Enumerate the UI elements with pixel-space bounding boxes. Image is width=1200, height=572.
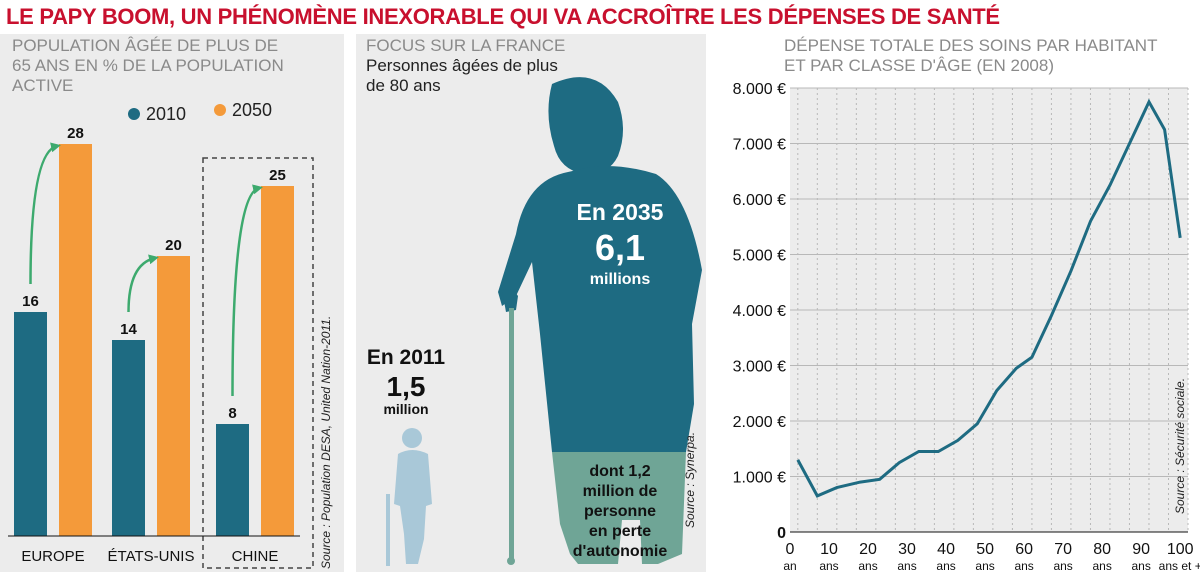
bar-value-label: 20 <box>165 237 182 254</box>
category-label: ÉTATS-UNIS <box>108 548 195 565</box>
category-label: CHINE <box>232 548 279 565</box>
unit-2035: millions <box>590 271 651 288</box>
panel2-title: FOCUS SUR LA FRANCE <box>366 36 566 55</box>
dependency-line: d'autonomie <box>573 543 668 560</box>
line-chart: 0 1.000 € 2.000 € 3.000 € 4.000 € 5.000 € 6.00… <box>733 81 1200 572</box>
panel-health-spending: DÉPENSE TOTALE DES SOINS PAR HABITANT ET… <box>712 34 1200 572</box>
label-2035: En 2035 <box>577 199 664 225</box>
bar-2050 <box>157 256 190 536</box>
growth-arrow-icon <box>29 142 61 285</box>
x-tick-unit-label: ans et + <box>1159 559 1200 572</box>
x-tick-label: 40 <box>937 541 955 558</box>
x-tick-label: 100 <box>1167 541 1194 558</box>
bar-2010 <box>14 312 47 536</box>
panel3-title-line: ET PAR CLASSE D'ÂGE (EN 2008) <box>784 56 1054 75</box>
panel3-title: DÉPENSE TOTALE DES SOINS PAR HABITANT ET… <box>784 36 1157 76</box>
y-tick-label: 0 <box>777 525 786 542</box>
dependency-line: million de <box>583 483 658 500</box>
dependency-line: personne <box>584 503 656 520</box>
panel2-subtitle-line: Personnes âgées de plus <box>366 56 558 75</box>
y-tick-label: 4.000 € <box>733 303 786 320</box>
headline: LE PAPY BOOM, UN PHÉNOMÈNE INEXORABLE QU… <box>6 4 1000 29</box>
x-tick-label: 0 <box>786 541 795 558</box>
dependency-line: dont 1,2 <box>589 463 650 480</box>
panel2-source: Source : Synerpa. <box>683 432 697 528</box>
panel1-title-line: POPULATION ÂGÉE DE PLUS DE <box>12 36 279 55</box>
panel1-source: Source : Population DESA, United Nation-… <box>319 316 333 569</box>
x-tick-label: 20 <box>859 541 877 558</box>
x-tick-unit-label: an <box>783 559 796 572</box>
x-tick-unit-label: ans <box>1131 559 1150 572</box>
chine-highlight-box <box>202 157 314 569</box>
panel2-subtitle-line: de 80 ans <box>366 76 441 95</box>
bar-value-label: 14 <box>120 321 137 338</box>
panel3-source: Source : Sécurité sociale. <box>1173 378 1187 514</box>
panel-population-ratio: POPULATION ÂGÉE DE PLUS DE 65 ANS EN % D… <box>0 34 344 572</box>
x-tick-label: 70 <box>1054 541 1072 558</box>
small-elderly-figure <box>386 428 432 566</box>
bar-value-label: 16 <box>22 293 39 310</box>
cane-icon <box>502 288 518 565</box>
dependency-line: en perte <box>589 523 651 540</box>
panel3-title-line: DÉPENSE TOTALE DES SOINS PAR HABITANT <box>784 36 1158 55</box>
growth-arrow-icon <box>231 184 263 397</box>
x-tick-label: 30 <box>898 541 916 558</box>
bar-value-label: 8 <box>228 405 236 422</box>
series-line <box>796 98 1182 498</box>
y-tick-label: 5.000 € <box>733 248 786 265</box>
bar-2010 <box>112 340 145 536</box>
unit-2011: million <box>383 401 428 417</box>
x-tick-label: 50 <box>976 541 994 558</box>
x-tick-label: 80 <box>1093 541 1111 558</box>
x-tick-label: 90 <box>1132 541 1150 558</box>
category-label: EUROPE <box>21 548 84 565</box>
legend-label-2010: 2010 <box>146 104 186 124</box>
x-tick-unit-label: ans <box>897 559 916 572</box>
bar-value-label: 25 <box>269 167 286 184</box>
y-tick-label: 8.000 € <box>733 81 786 98</box>
panel-france-focus: FOCUS SUR LA FRANCE Personnes âgées de p… <box>356 34 706 572</box>
x-tick-unit-label: ans <box>1014 559 1033 572</box>
dependency-legs-highlight <box>552 452 686 564</box>
bar-value-label: 28 <box>67 125 84 142</box>
legend-swatch-2010 <box>128 108 140 120</box>
y-tick-label: 3.000 € <box>733 359 786 376</box>
large-elderly-figure <box>498 77 702 452</box>
panel1-title-line: ACTIVE <box>12 76 74 95</box>
x-tick-unit-label: ans <box>819 559 838 572</box>
x-tick-unit-label: ans <box>975 559 994 572</box>
x-tick-label: 60 <box>1015 541 1033 558</box>
panel1-title: POPULATION ÂGÉE DE PLUS DE 65 ANS EN % D… <box>12 36 284 96</box>
y-tick-label: 1.000 € <box>733 470 786 487</box>
value-2011: 1,5 <box>387 371 426 402</box>
bar-2050 <box>59 144 92 536</box>
x-tick-unit-label: ans <box>858 559 877 572</box>
y-tick-label: 6.000 € <box>733 192 786 209</box>
value-2035: 6,1 <box>595 227 645 268</box>
x-tick-unit-label: ans <box>1053 559 1072 572</box>
panel2-subtitle: Personnes âgées de plus de 80 ans <box>366 56 558 96</box>
legend-swatch-2050 <box>214 104 226 116</box>
label-2011: En 2011 <box>367 346 446 369</box>
bar-chart: 2010 2050 16 28 EUROPE 14 20 ÉTATS-UNIS 8 25 CHI… <box>8 100 333 569</box>
x-tick-unit-label: ans <box>936 559 955 572</box>
y-tick-label: 2.000 € <box>733 414 786 431</box>
bar-2050 <box>261 186 294 536</box>
x-tick-label: 10 <box>820 541 838 558</box>
y-tick-label: 7.000 € <box>733 137 786 154</box>
bar-2010 <box>216 424 249 536</box>
panel1-title-line: 65 ANS EN % DE LA POPULATION <box>12 56 284 75</box>
elderly-figures-illustration: En 2011 1,5 million En 2035 6,1 millions… <box>367 77 702 566</box>
x-tick-unit-label: ans <box>1092 559 1111 572</box>
growth-arrow-icon <box>127 254 159 313</box>
legend-label-2050: 2050 <box>232 100 272 120</box>
